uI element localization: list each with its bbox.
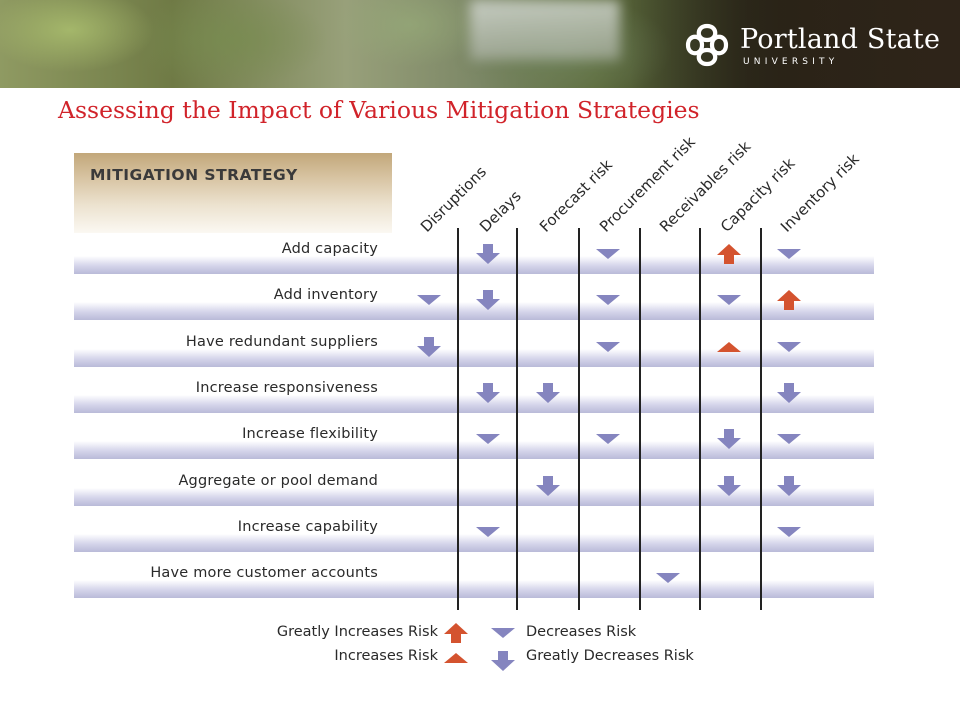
decreases-arrow-icon [594, 334, 622, 360]
decreases-arrow-icon [715, 287, 743, 313]
legend-increases-label: Increases Risk [334, 648, 438, 664]
legend-greatly-decreases-arrow-icon [489, 648, 517, 674]
greatly-decreases-arrow-icon [415, 334, 443, 360]
greatly-decreases-arrow-icon [775, 380, 803, 406]
greatly-decreases-arrow-icon [715, 473, 743, 499]
header-banner: Portland State UNIVERSITY [0, 0, 960, 88]
column-divider [457, 228, 459, 610]
table-row-band [74, 533, 874, 552]
table-row-band [74, 302, 874, 321]
greatly-decreases-arrow-icon [534, 473, 562, 499]
greatly-decreases-arrow-icon [474, 241, 502, 267]
decreases-arrow-icon [775, 426, 803, 452]
decreases-arrow-icon [415, 287, 443, 313]
banner-photo-building [470, 0, 620, 60]
decreases-arrow-icon [474, 426, 502, 452]
column-divider [760, 228, 762, 610]
greatly-decreases-arrow-icon [715, 426, 743, 452]
decreases-arrow-icon [775, 241, 803, 267]
greatly-decreases-arrow-icon [474, 380, 502, 406]
table-row-band [74, 580, 874, 599]
row-label: Add inventory [273, 287, 378, 304]
row-label: Increase responsiveness [195, 379, 378, 396]
row-label: Add capacity [281, 241, 378, 257]
decreases-arrow-icon [474, 519, 502, 545]
increases-arrow-icon [715, 334, 743, 360]
row-label: Have redundant suppliers [185, 333, 378, 350]
legend-greatly-decreases-label: Greatly Decreases Risk [526, 648, 694, 664]
greatly-decreases-arrow-icon [534, 380, 562, 406]
greatly-decreases-arrow-icon [775, 473, 803, 499]
psu-logo-icon [685, 23, 729, 67]
row-label: Increase capability [237, 518, 378, 535]
column-divider [699, 228, 701, 610]
brand-subtitle: UNIVERSITY [743, 57, 839, 67]
table-header-box [74, 153, 392, 233]
slide-title: Assessing the Impact of Various Mitigati… [58, 96, 700, 124]
decreases-arrow-icon [775, 334, 803, 360]
table-header-label: MITIGATION STRATEGY [90, 166, 298, 184]
legend-greatly-increases-label: Greatly Increases Risk [276, 624, 438, 640]
legend-greatly-increases-arrow-icon [442, 620, 470, 646]
row-label: Increase flexibility [242, 426, 378, 443]
greatly-increases-arrow-icon [775, 287, 803, 313]
brand-name: Portland State [740, 24, 941, 55]
greatly-increases-arrow-icon [715, 241, 743, 267]
banner-shade [630, 0, 960, 88]
table-row-band [74, 348, 874, 367]
column-divider [578, 228, 580, 610]
decreases-arrow-icon [594, 426, 622, 452]
decreases-arrow-icon [594, 287, 622, 313]
legend-decreases-arrow-icon [489, 620, 517, 646]
legend-decreases-label: Decreases Risk [526, 624, 637, 640]
decreases-arrow-icon [775, 519, 803, 545]
table-row-band [74, 394, 874, 413]
row-label: Aggregate or pool demand [178, 472, 378, 489]
decreases-arrow-icon [654, 565, 682, 591]
column-divider [516, 228, 518, 610]
table-row-band [74, 487, 874, 506]
row-label: Have more customer accounts [150, 565, 378, 582]
legend-increases-arrow-icon [442, 645, 470, 671]
table-row-band [74, 441, 874, 460]
greatly-decreases-arrow-icon [474, 287, 502, 313]
table-row-band [74, 256, 874, 274]
column-divider [639, 228, 641, 610]
decreases-arrow-icon [594, 241, 622, 267]
